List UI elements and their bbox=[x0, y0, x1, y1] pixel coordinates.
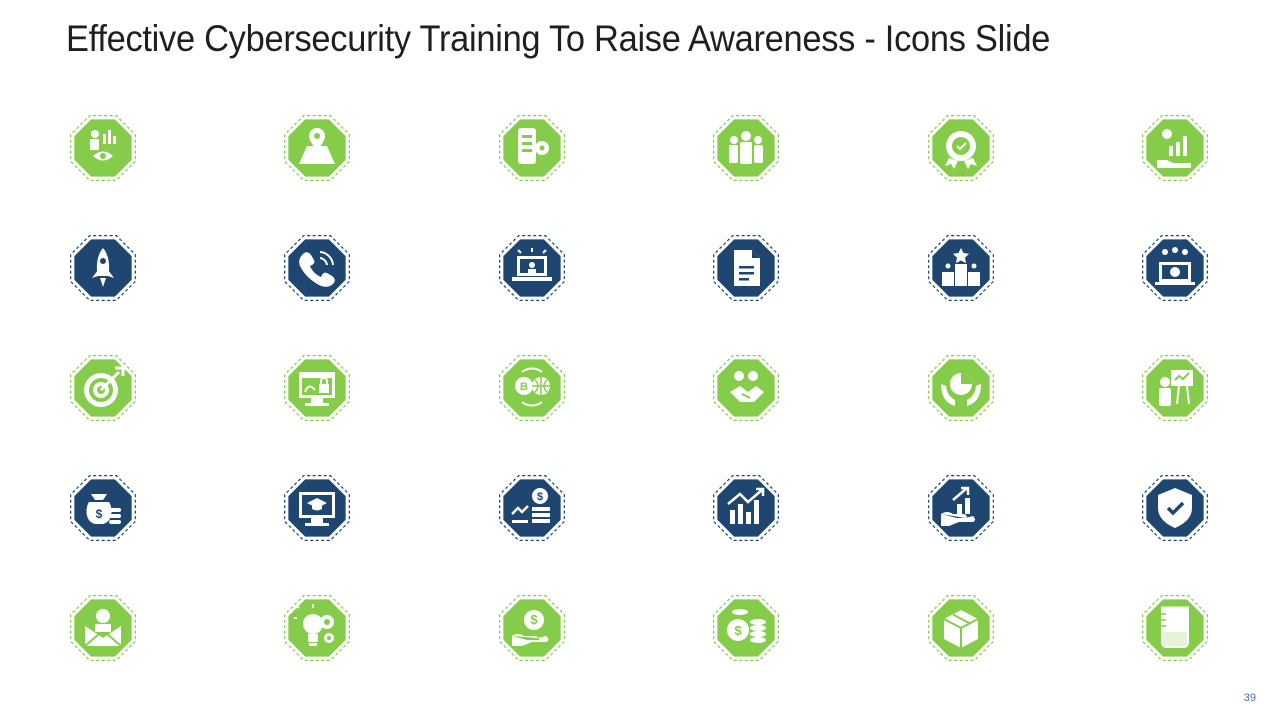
mobile-settings-icon bbox=[496, 112, 568, 184]
hand-growth-chart-icon bbox=[925, 472, 997, 544]
security-shield-icon bbox=[1139, 472, 1211, 544]
coin-stacks-icon: $ bbox=[710, 592, 782, 664]
hand-money-growth-icon bbox=[1139, 112, 1211, 184]
beaker-scale-icon bbox=[1139, 592, 1211, 664]
page-number: 39 bbox=[1243, 692, 1256, 704]
dollar-coin-growth-icon: $ bbox=[496, 472, 568, 544]
hands-pie-chart-icon bbox=[925, 352, 997, 424]
presenter-board-icon bbox=[1139, 352, 1211, 424]
online-education-icon bbox=[281, 472, 353, 544]
award-podium-icon bbox=[925, 232, 997, 304]
user-mail-icon bbox=[67, 592, 139, 664]
map-location-pin-icon bbox=[281, 112, 353, 184]
svg-text:B: B bbox=[520, 381, 528, 393]
handshake-partners-icon bbox=[710, 352, 782, 424]
svg-text:$: $ bbox=[530, 612, 538, 627]
rocket-icon bbox=[67, 232, 139, 304]
analyst-eye-chart-icon bbox=[67, 112, 139, 184]
svg-text:$: $ bbox=[537, 491, 543, 503]
phone-call-icon bbox=[281, 232, 353, 304]
document-icon bbox=[710, 232, 782, 304]
team-group-icon bbox=[710, 112, 782, 184]
hand-dollar-icon: $ bbox=[496, 592, 568, 664]
secure-website-icon bbox=[281, 352, 353, 424]
package-box-icon bbox=[925, 592, 997, 664]
quality-badge-icon bbox=[925, 112, 997, 184]
bar-chart-growth-icon bbox=[710, 472, 782, 544]
slide-title: Effective Cybersecurity Training To Rais… bbox=[66, 18, 1051, 59]
idea-gears-icon bbox=[281, 592, 353, 664]
svg-text:$: $ bbox=[734, 623, 742, 638]
crypto-globe-exchange-icon: B bbox=[496, 352, 568, 424]
laptop-lecture-icon bbox=[496, 232, 568, 304]
money-bag-coins-icon: $ bbox=[67, 472, 139, 544]
computer-team-icon bbox=[1139, 232, 1211, 304]
target-arrow-icon bbox=[67, 352, 139, 424]
svg-text:$: $ bbox=[96, 507, 103, 521]
